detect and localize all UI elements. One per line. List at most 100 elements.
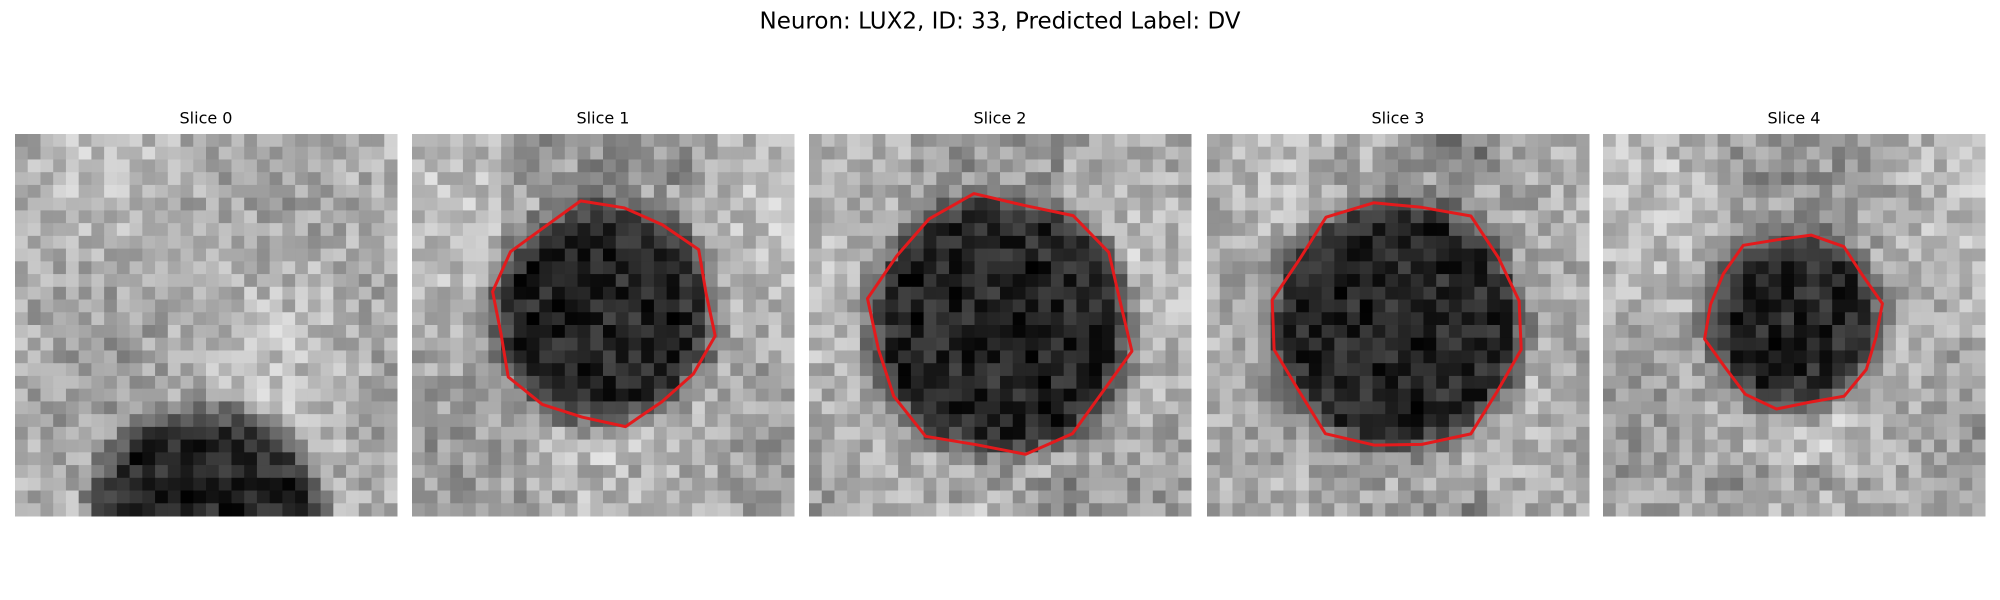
pixel (1666, 401, 1680, 415)
pixel (1334, 172, 1348, 186)
pixel (1436, 159, 1450, 173)
pixel (1050, 477, 1065, 492)
pixel (256, 426, 271, 441)
pixel (1025, 312, 1039, 326)
pixel (1832, 375, 1846, 390)
pixel (755, 465, 770, 479)
pixel (781, 159, 795, 173)
pixel (1245, 503, 1259, 517)
pixel (320, 503, 334, 517)
pixel (872, 503, 886, 517)
pixel (1219, 159, 1233, 173)
pixel (244, 159, 258, 173)
pixel (65, 350, 80, 364)
pixel (641, 452, 655, 466)
pixel (1474, 159, 1488, 173)
pixel (1743, 286, 1757, 301)
pixel (1717, 490, 1731, 504)
pixel (1038, 325, 1052, 339)
pixel (282, 286, 296, 301)
pixel (206, 426, 220, 441)
pixel (987, 261, 1001, 275)
pixel (1114, 184, 1128, 199)
pixel (1959, 426, 1973, 441)
pixel (1152, 134, 1167, 148)
pixel (1050, 261, 1065, 275)
pixel (1423, 274, 1437, 288)
pixel (295, 159, 309, 173)
pixel (1398, 337, 1412, 351)
pixel (1755, 134, 1770, 148)
pixel (1025, 363, 1039, 377)
pixel (1959, 146, 1973, 160)
pixel (1296, 134, 1310, 148)
pixel (949, 325, 963, 339)
pixel (1140, 350, 1154, 364)
pixel (834, 337, 848, 351)
pixel (1152, 414, 1167, 428)
pixel (666, 299, 680, 313)
pixel (1385, 337, 1399, 351)
pixel (552, 134, 566, 148)
pixel (961, 146, 976, 160)
pixel (1398, 503, 1412, 517)
pixel (193, 452, 207, 466)
pixel (552, 477, 566, 492)
pixel (15, 235, 29, 250)
pixel (666, 235, 680, 250)
pixel (1794, 465, 1808, 479)
pixel (1883, 223, 1897, 237)
pixel (1101, 223, 1116, 237)
pixel (781, 375, 795, 390)
contour (491, 199, 717, 429)
pixel (1038, 414, 1052, 428)
pixel (1870, 261, 1884, 275)
pixel (1857, 426, 1871, 441)
pixel (91, 439, 105, 453)
pixel (910, 401, 925, 415)
pixel (1666, 146, 1680, 160)
pixel (1000, 414, 1014, 428)
pixel (1038, 299, 1052, 313)
pixel (885, 197, 899, 211)
pixel (1219, 172, 1233, 186)
pixel (1870, 134, 1884, 148)
pixel (1844, 426, 1859, 441)
pixel (1410, 325, 1424, 339)
pixel (1794, 274, 1808, 288)
pixel (1794, 172, 1808, 186)
pixel (65, 477, 80, 492)
pixel (949, 261, 963, 275)
pixel (1743, 197, 1757, 211)
pixel (1178, 439, 1192, 453)
pixel (462, 439, 477, 453)
pixel (1946, 414, 1961, 428)
pixel (834, 401, 848, 415)
pixel (1832, 465, 1846, 479)
pixel (91, 274, 105, 288)
pixel (1283, 388, 1297, 402)
pixel (526, 172, 540, 186)
pixel (1423, 375, 1437, 390)
pixel (1730, 146, 1744, 160)
pixel (1499, 426, 1514, 441)
pixel (1152, 286, 1167, 301)
pixel (1012, 414, 1026, 428)
pixel (450, 452, 464, 466)
pixel (475, 146, 489, 160)
pixel (898, 337, 912, 351)
pixel (1832, 146, 1846, 160)
pixel (307, 223, 322, 237)
pixel (269, 134, 283, 148)
pixel (1525, 223, 1539, 237)
pixel (1025, 223, 1039, 237)
pixel (488, 248, 502, 262)
pixel (1576, 261, 1590, 275)
pixel (1461, 223, 1475, 237)
pixel (256, 490, 271, 504)
pixel (501, 286, 515, 301)
pixel (1550, 159, 1565, 173)
pixel (1000, 337, 1014, 351)
pixel (1666, 452, 1680, 466)
pixel (1038, 465, 1052, 479)
